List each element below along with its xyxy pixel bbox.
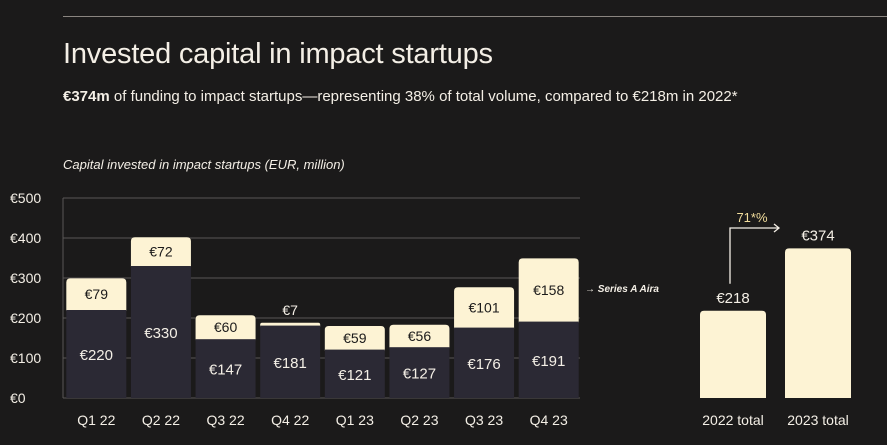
bar-base-q2-23 <box>389 347 450 398</box>
total-bar-2023 <box>785 248 851 398</box>
x-tick-label: Q4 22 <box>271 412 309 428</box>
bar-impact-q1-23 <box>324 326 385 351</box>
bar-impact-q2-23 <box>389 324 450 349</box>
bar-impact-q1-22 <box>66 278 127 311</box>
bar-impact-label: €59 <box>343 330 367 346</box>
bar-base-label: €330 <box>144 325 177 342</box>
series-a-annotation: → Series A Aira <box>585 284 659 295</box>
y-tick-label: €200 <box>10 310 41 326</box>
page-subtitle: €374m of funding to impact startups—repr… <box>63 88 738 105</box>
bar-impact-q2-22 <box>130 237 191 267</box>
y-tick-label: €500 <box>10 190 41 206</box>
bar-impact-label: €56 <box>408 328 432 344</box>
bar-base-q3-23 <box>454 327 515 398</box>
bar-impact-label: €60 <box>214 319 238 335</box>
bar-base-q1-22 <box>66 310 127 398</box>
total-value-label: €218 <box>716 290 749 307</box>
x-tick-label: Q3 22 <box>206 412 244 428</box>
y-tick-label: €0 <box>10 390 26 406</box>
y-tick-label: €300 <box>10 270 41 286</box>
bar-base-q1-23 <box>324 349 385 398</box>
bar-base-label: €220 <box>80 347 113 364</box>
subtitle-highlight: €374m <box>63 88 110 105</box>
bar-impact-label: €79 <box>85 286 109 302</box>
subtitle-text: of funding to impact startups—representi… <box>109 88 738 105</box>
growth-arrow-head <box>773 223 781 233</box>
growth-label: 71*% <box>736 210 768 225</box>
top-divider <box>63 16 887 17</box>
bar-impact-label: €158 <box>533 282 564 298</box>
x-tick-label: Q1 23 <box>336 412 374 428</box>
bar-base-label: €147 <box>209 362 242 379</box>
x-tick-label: Q4 23 <box>530 412 568 428</box>
total-value-label: €374 <box>801 227 834 244</box>
chart-title: Capital invested in impact startups (EUR… <box>63 157 345 172</box>
x-tick-label: Q1 22 <box>77 412 115 428</box>
total-bar-2022 <box>700 310 766 398</box>
bar-impact-q3-23 <box>454 287 515 329</box>
bar-base-q4-23 <box>518 321 579 398</box>
y-tick-label: €400 <box>10 230 41 246</box>
growth-arrow-line <box>729 227 779 284</box>
bar-base-q2-22 <box>130 266 191 398</box>
bar-base-q4-22 <box>260 325 321 398</box>
bar-base-label: €181 <box>274 355 307 372</box>
bar-base-label: €176 <box>467 356 500 373</box>
bar-impact-label: €72 <box>149 244 173 260</box>
y-tick-label: €100 <box>10 350 41 366</box>
bar-impact-q3-22 <box>195 315 256 341</box>
total-category-label: 2023 total <box>787 412 849 428</box>
x-tick-label: Q2 23 <box>400 412 438 428</box>
bar-impact-q4-23 <box>518 258 579 323</box>
x-tick-label: Q3 23 <box>465 412 503 428</box>
bar-base-label: €191 <box>532 353 565 370</box>
bar-impact-label: €7 <box>282 302 298 318</box>
bar-base-q3-22 <box>195 339 256 398</box>
total-category-label: 2022 total <box>702 412 764 428</box>
bar-base-label: €121 <box>338 367 371 384</box>
x-tick-label: Q2 22 <box>142 412 180 428</box>
bar-base-label: €127 <box>403 366 436 383</box>
bar-impact-label: €101 <box>468 299 499 315</box>
page-title: Invested capital in impact startups <box>63 38 493 70</box>
